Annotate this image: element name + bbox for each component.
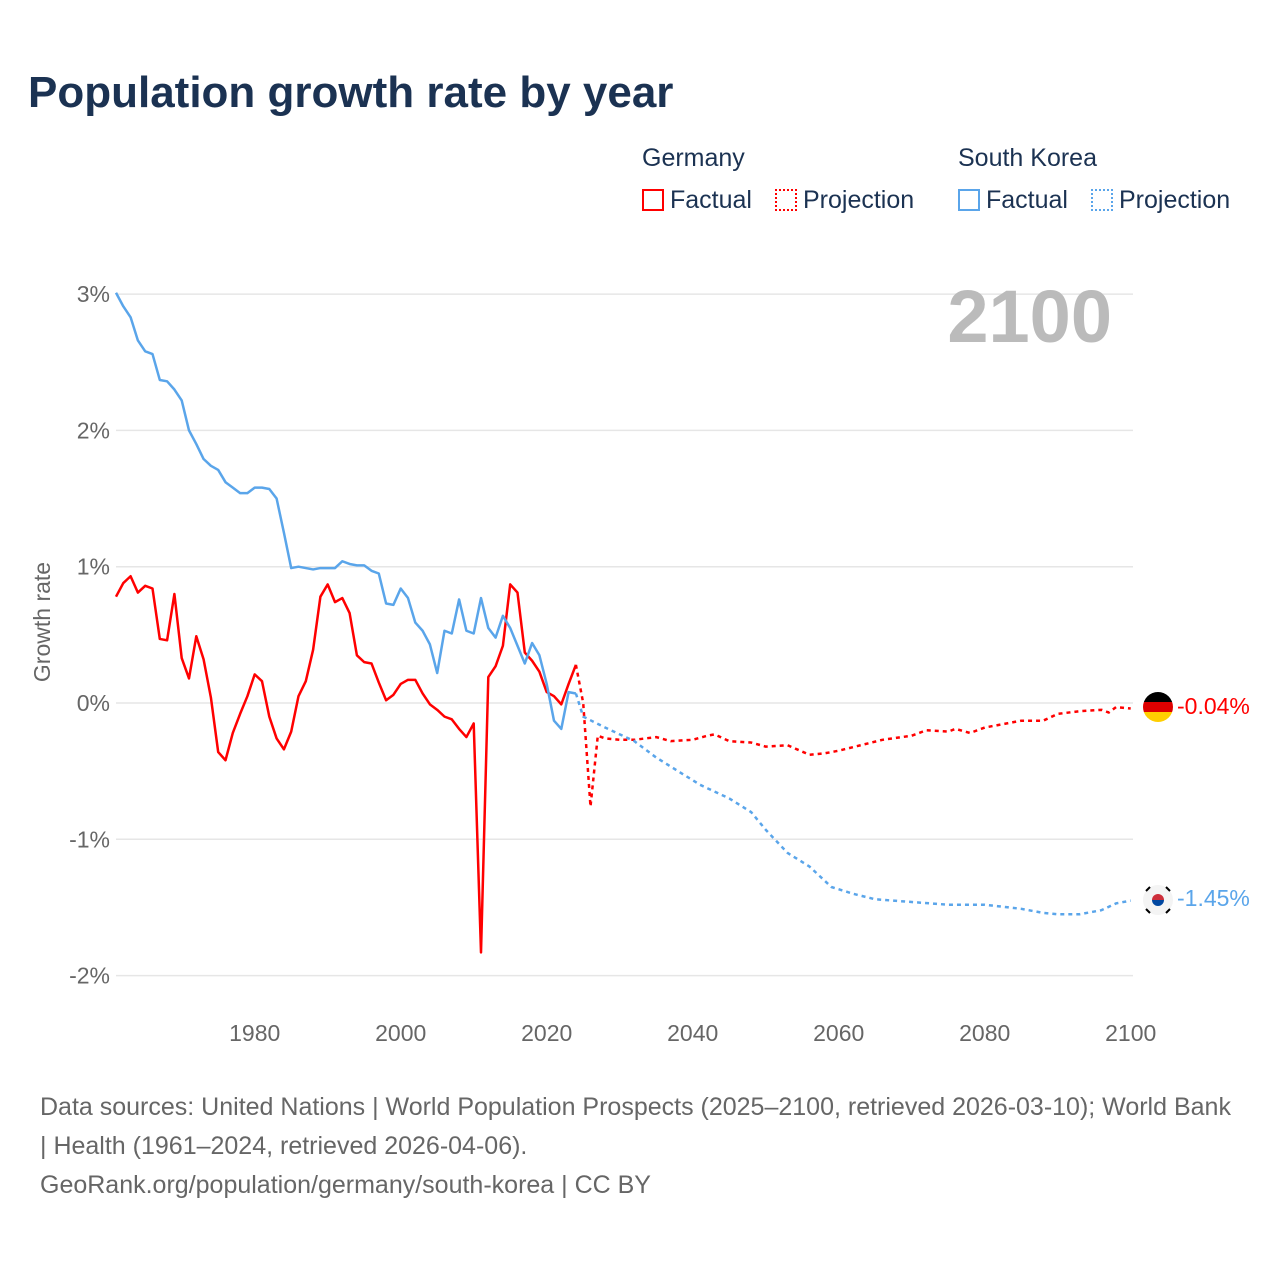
germany-flag-icon <box>1143 692 1173 722</box>
korea-end-label: -1.45% <box>1177 885 1250 911</box>
legend-label: Factual <box>986 186 1068 214</box>
y-tick-label: 1% <box>77 554 110 580</box>
legend-korea-factual[interactable]: Factual <box>958 186 1068 215</box>
legend-label: Factual <box>670 186 752 214</box>
y-tick-label: 2% <box>77 417 110 443</box>
legend-swatch-dotted <box>1091 189 1113 211</box>
germany-projection-line <box>574 664 1131 808</box>
x-tick-label: 2100 <box>1105 1020 1156 1046</box>
legend-korea-projection[interactable]: Projection <box>1091 186 1230 215</box>
legend-label: Projection <box>1119 186 1231 214</box>
germany-end-label: -0.04% <box>1177 693 1250 719</box>
x-tick-label: 2060 <box>813 1020 864 1046</box>
x-tick-label: 2000 <box>375 1020 426 1046</box>
x-tick-label: 2020 <box>521 1020 572 1046</box>
legend-germany-heading: Germany <box>642 144 745 172</box>
south-korea-flag-icon <box>1143 885 1173 915</box>
legend-swatch-solid <box>958 189 980 211</box>
x-tick-label: 2040 <box>667 1020 718 1046</box>
x-tick-label: 2080 <box>959 1020 1010 1046</box>
x-tick-label: 1980 <box>229 1020 280 1046</box>
south-korea-projection-line <box>574 693 1131 916</box>
legend-swatch-dotted <box>775 189 797 211</box>
legend-swatch-solid <box>642 189 664 211</box>
footer: Data sources: United Nations | World Pop… <box>40 1088 1240 1205</box>
germany-factual-line <box>114 574 578 954</box>
legend-germany-projection[interactable]: Projection <box>775 186 914 215</box>
y-tick-label: 0% <box>77 690 110 716</box>
y-tick-label: -1% <box>69 826 110 852</box>
south-korea-factual-line <box>114 292 577 731</box>
year-label: 2100 <box>947 275 1112 358</box>
legend-korea-heading: South Korea <box>958 144 1097 172</box>
credit-link[interactable]: GeoRank.org/population/germany/south-kor… <box>40 1171 651 1199</box>
data-sources: Data sources: United Nations | World Pop… <box>40 1093 1231 1160</box>
y-tick-label: -2% <box>69 963 110 989</box>
page-title: Population growth rate by year <box>28 68 674 117</box>
legend-label: Projection <box>803 186 915 214</box>
y-tick-label: 3% <box>77 281 110 307</box>
y-axis-label: Growth rate <box>29 562 55 682</box>
legend-germany-factual[interactable]: Factual <box>642 186 752 215</box>
